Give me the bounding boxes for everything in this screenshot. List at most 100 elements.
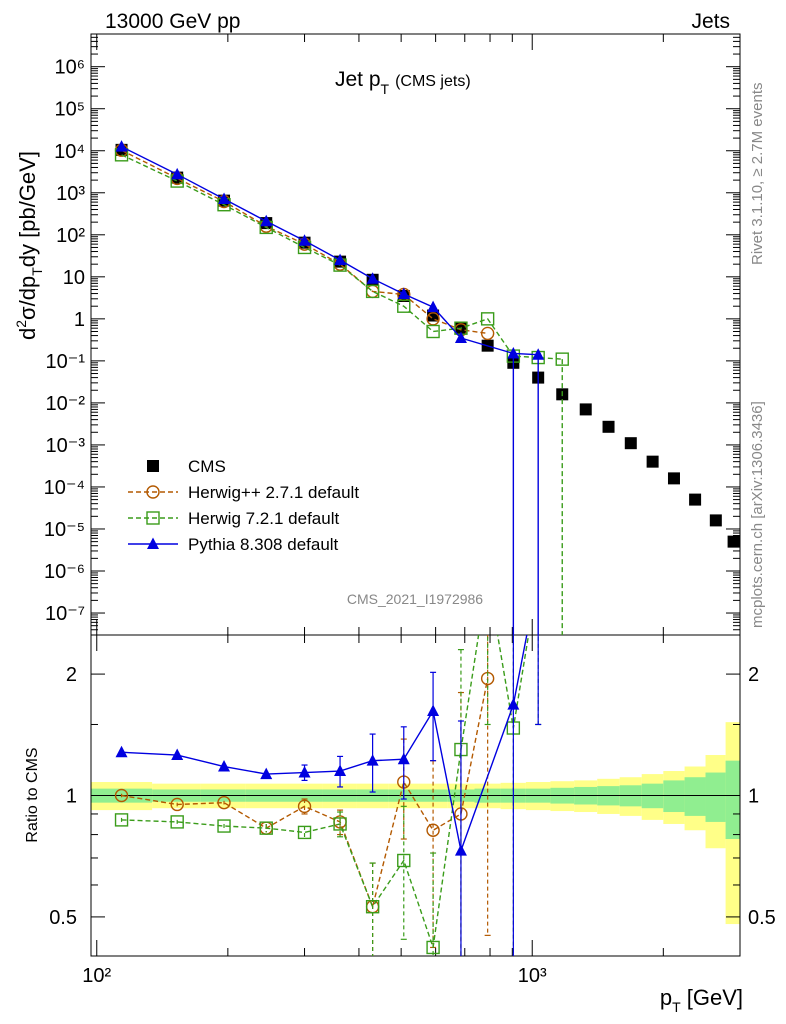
legend-label: Herwig++ 2.7.1 default bbox=[188, 483, 359, 502]
ylabel-rest: dy [pb/GeV] bbox=[15, 151, 40, 267]
main-title-note: (CMS jets) bbox=[395, 73, 471, 90]
ymain-tick-label: 10⁻⁶ bbox=[44, 561, 85, 583]
band-inner-21 bbox=[725, 760, 740, 840]
ratio-point-pythia-8-308-default bbox=[454, 844, 467, 856]
ratio-point-herwig-7-2-1-default bbox=[259, 821, 273, 835]
ymain-tick-label: 10³ bbox=[56, 183, 85, 205]
point-pythia-8-308-default bbox=[427, 300, 440, 313]
ratio-point-pythia-8-308-default bbox=[366, 754, 379, 766]
yratio-tick-label: 2 bbox=[66, 664, 77, 686]
ratio-point-herwig-7-2-1-default bbox=[297, 825, 312, 840]
point-pythia-8-308-default bbox=[115, 140, 128, 152]
legend-entry-herwig-7-2-1-default: Herwig 7.2.1 default bbox=[128, 509, 339, 528]
ratio-point-herwig-2-7-1-default bbox=[114, 788, 129, 803]
source-label: mcplots.cern.ch [arXiv:1306.3436] bbox=[749, 401, 766, 628]
point-herwig-7-2-1-default bbox=[426, 324, 440, 339]
rivet-label: Rivet 3.1.10, ≥ 2.7M events bbox=[749, 83, 766, 266]
point-herwig-7-2-1-default bbox=[365, 284, 380, 299]
ratio-point-herwig-2-7-1-default bbox=[217, 795, 231, 810]
ratio-point-pythia-8-308-default bbox=[334, 764, 347, 777]
yratio-tick-label-right: 2 bbox=[748, 664, 759, 686]
series-line-herwig-7-2-1-default bbox=[121, 154, 563, 360]
point-pythia-8-308-default bbox=[218, 192, 231, 205]
analysis-watermark: CMS_2021_I1972986 bbox=[347, 591, 483, 607]
series-line-pythia-8-308-default bbox=[121, 146, 539, 356]
point-pythia-8-308-default bbox=[454, 331, 467, 344]
point-pythia-8-308-default bbox=[366, 272, 379, 284]
point-pythia-8-308-default bbox=[298, 234, 311, 246]
xlabel-sub: T bbox=[672, 999, 681, 1015]
legend-entry-pythia-8-308-default: Pythia 8.308 default bbox=[128, 535, 339, 554]
ymain-tick-label: 10⁵ bbox=[54, 99, 85, 121]
legend-label: Pythia 8.308 default bbox=[188, 535, 339, 554]
ratio-ylabel: Ratio to CMS bbox=[24, 747, 41, 842]
point-cms bbox=[579, 403, 592, 416]
legend: CMS Herwig++ 2.7.1 default Herwig 7.2.1 de… bbox=[128, 457, 359, 554]
ratio-point-herwig-2-7-1-default bbox=[297, 799, 312, 814]
point-pythia-8-308-default bbox=[334, 253, 347, 266]
x-tick-label: 10² bbox=[82, 965, 111, 987]
band-inner-19 bbox=[684, 777, 706, 816]
ratio-point-pythia-8-308-default bbox=[427, 704, 440, 716]
legend-marker bbox=[147, 460, 159, 472]
legend-entry-herwig-2-7-1-default: Herwig++ 2.7.1 default bbox=[128, 483, 359, 502]
ratio-point-herwig-2-7-1-default bbox=[170, 797, 184, 812]
point-cms bbox=[689, 493, 702, 506]
ratio-point-pythia-8-308-default bbox=[218, 760, 231, 772]
x-axis-label: pT [GeV] bbox=[660, 985, 743, 1015]
yratio-tick-label-right: 0.5 bbox=[748, 907, 776, 929]
main-title: Jet pT (CMS jets) bbox=[335, 68, 471, 97]
ratio-point-herwig-7-2-1-default bbox=[333, 817, 347, 831]
ratio-point-herwig-7-2-1-default bbox=[170, 815, 184, 829]
ratio-point-pythia-8-308-default bbox=[260, 767, 273, 780]
point-pythia-8-308-default bbox=[532, 348, 545, 360]
ratio-point-pythia-8-308-default bbox=[115, 745, 128, 758]
ratio-point-herwig-7-2-1-default bbox=[217, 819, 231, 833]
ymain-tick-label: 10⁻¹ bbox=[46, 351, 86, 373]
series-pythia-8-308-default bbox=[115, 140, 545, 360]
ylabel-sigma: σ/dp bbox=[15, 276, 40, 320]
ratio-point-pythia-8-308-default bbox=[298, 766, 311, 778]
ratio-point-herwig-7-2-1-default bbox=[114, 813, 129, 827]
main-title-sub: T bbox=[381, 81, 390, 97]
header-right: Jets bbox=[691, 10, 730, 33]
legend-entry-cms: CMS bbox=[147, 457, 226, 476]
main-series bbox=[114, 140, 740, 635]
point-cms bbox=[646, 455, 659, 468]
ratio-point-herwig-7-2-1-default bbox=[365, 900, 380, 914]
point-cms bbox=[667, 472, 680, 485]
ymain-tick-label: 10 bbox=[63, 267, 85, 289]
series-line-herwig-2-7-1-default bbox=[121, 149, 488, 335]
point-herwig-7-2-1-default bbox=[555, 352, 569, 366]
legend-label: Herwig 7.2.1 default bbox=[188, 509, 339, 528]
ratio-series bbox=[114, 635, 542, 956]
ymain-tick-label: 10⁻⁴ bbox=[44, 477, 85, 499]
yratio-tick-label-right: 1 bbox=[748, 786, 759, 808]
ymain-tick-label: 10⁴ bbox=[54, 141, 85, 163]
ylabel-d: d bbox=[15, 328, 40, 340]
ymain-tick-label: 10⁻⁷ bbox=[45, 603, 85, 625]
ymain-tick-label: 10⁻⁵ bbox=[44, 519, 85, 541]
x-tick-label: 10³ bbox=[518, 965, 547, 987]
ymain-tick-label: 1 bbox=[74, 309, 85, 331]
tick-labels: 10⁻⁷ 10⁻⁶ 10⁻⁵ 10⁻⁴ 10⁻³ 10⁻² 10⁻¹ 1 10 10² 10³ 10⁴… bbox=[44, 57, 776, 987]
ratio-point-herwig-7-2-1-default bbox=[426, 940, 440, 955]
xlabel-p: p bbox=[660, 985, 672, 1010]
ymain-tick-label: 10⁻² bbox=[46, 393, 86, 415]
ratio-line-pythia-8-308-default bbox=[121, 635, 528, 854]
point-cms bbox=[727, 535, 740, 548]
xlabel-unit: [GeV] bbox=[681, 985, 743, 1010]
point-pythia-8-308-default bbox=[397, 287, 410, 300]
ratio-series-pythia-8-308-default bbox=[115, 635, 542, 956]
point-pythia-8-308-default bbox=[171, 167, 184, 180]
point-herwig-2-7-1-default bbox=[426, 312, 440, 326]
point-cms bbox=[602, 420, 615, 433]
header-left: 13000 GeV pp bbox=[105, 10, 240, 33]
point-cms bbox=[624, 437, 637, 450]
ratio-series-herwig-7-2-1-default bbox=[114, 635, 542, 956]
point-herwig-2-7-1-default bbox=[480, 326, 495, 341]
ymain-tick-label: 10² bbox=[56, 225, 85, 247]
legend-marker bbox=[147, 537, 159, 549]
ymain-tick-label: 10⁶ bbox=[55, 57, 85, 79]
